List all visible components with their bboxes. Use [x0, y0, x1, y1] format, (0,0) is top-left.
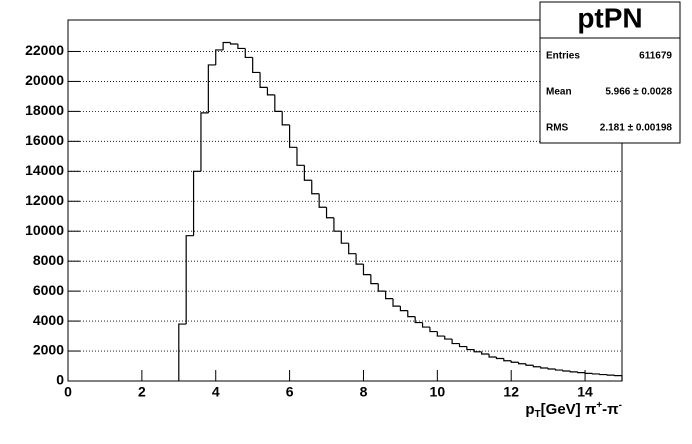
histogram-bin: [259, 72, 268, 89]
histogram-bin: [554, 369, 563, 371]
stats-box: [539, 1, 681, 144]
y-tick-label: 20000: [25, 72, 64, 88]
stats-value: 611679: [639, 51, 672, 62]
stats-label: RMS: [546, 123, 569, 134]
histogram-bin: [311, 180, 320, 195]
histogram-bin: [281, 111, 290, 126]
x-axis-label: pT[GeV] π+-π-: [525, 400, 622, 420]
histogram-bin: [399, 306, 408, 312]
histogram-bin: [340, 231, 349, 244]
x-tick-label: 10: [430, 384, 446, 400]
histogram-bin: [303, 165, 312, 181]
stats-value: 5.966 ± 0.0028: [605, 87, 672, 98]
histogram-bin: [532, 365, 541, 368]
histogram-bin: [436, 331, 445, 337]
histogram-bin: [348, 243, 357, 255]
histogram-bin: [377, 283, 386, 292]
y-tick-label: 22000: [25, 42, 64, 58]
histogram-bin: [289, 124, 297, 148]
x-label-part: +: [596, 400, 602, 411]
y-tick-label: 18000: [25, 102, 64, 118]
histogram-bin: [333, 217, 342, 232]
stats-label: Mean: [546, 87, 572, 98]
y-tick-label: 14000: [25, 162, 64, 178]
x-label-part: -π: [602, 401, 619, 418]
stats-label: Entries: [546, 51, 580, 62]
histogram-bin: [421, 322, 430, 328]
histogram-bin: [229, 42, 238, 45]
x-label-part: p: [525, 401, 534, 418]
histogram-bin: [577, 371, 586, 374]
histogram-bin: [547, 367, 556, 370]
histogram-bin: [407, 310, 416, 318]
x-tick-label: 6: [286, 384, 294, 400]
histogram-bin: [355, 253, 364, 265]
histogram-bin: [569, 370, 578, 373]
y-tick-label: 16000: [25, 132, 64, 148]
histogram-bin: [266, 87, 275, 96]
histogram-bin: [562, 370, 571, 372]
histogram-bin: [540, 366, 549, 369]
histogram-bin: [414, 316, 423, 324]
histogram-bin: [591, 373, 600, 375]
histogram-bin: [444, 336, 453, 340]
x-label-part: T: [535, 409, 541, 420]
histogram-bin: [296, 147, 305, 166]
histogram-bin: [473, 349, 482, 353]
histogram-bin: [458, 343, 467, 348]
histogram-bin: [325, 207, 334, 219]
histogram-bin: [466, 346, 475, 351]
histogram-bin: [318, 193, 327, 208]
x-label-part: -: [619, 400, 622, 411]
histogram-bin: [222, 41, 231, 50]
histogram-bin: [200, 112, 209, 172]
histogram-bin: [510, 360, 519, 363]
y-tick-label: 0: [56, 372, 64, 388]
histogram-bin: [584, 372, 593, 374]
x-tick-label: 4: [212, 384, 220, 400]
histogram-bin: [178, 323, 187, 381]
x-tick-label: 0: [64, 384, 72, 400]
histogram-bin: [362, 264, 371, 276]
histogram-bin: [237, 43, 246, 50]
histogram-bin: [606, 374, 615, 376]
histogram-bin: [215, 49, 224, 65]
stats-value: 2.181 ± 0.00198: [600, 123, 673, 134]
histogram-bin: [599, 373, 608, 376]
histogram-bin: [451, 339, 460, 345]
histogram-bin: [244, 48, 253, 59]
histogram-bin: [252, 57, 261, 74]
histogram-bin: [385, 291, 394, 300]
histogram-bin: [207, 64, 216, 113]
x-tick-label: 2: [138, 384, 146, 400]
histogram-bin: [503, 358, 512, 362]
histogram-bin: [488, 354, 497, 358]
histogram-bin: [525, 363, 534, 366]
histogram-bin: [481, 351, 490, 355]
histogram-bin: [370, 274, 379, 285]
plot-frame: [67, 19, 623, 382]
histogram-bin: [429, 327, 438, 333]
x-tick-label: 12: [503, 384, 519, 400]
histogram-bin: [185, 235, 194, 325]
histogram-bin: [392, 298, 401, 307]
y-tick-label: 6000: [33, 282, 64, 298]
x-tick-label: 14: [577, 384, 593, 400]
x-tick-label: 8: [360, 384, 368, 400]
x-label-part: [GeV] π: [541, 401, 597, 418]
y-tick-label: 10000: [25, 222, 64, 238]
histogram-bin: [517, 362, 526, 365]
y-tick-label: 4000: [33, 312, 64, 328]
histogram-bin: [274, 94, 283, 112]
y-tick-label: 2000: [33, 342, 64, 358]
y-tick-label: 8000: [33, 252, 64, 268]
histogram-bin: [495, 357, 504, 360]
histogram-bin: [192, 170, 201, 236]
y-tick-label: 12000: [25, 192, 64, 208]
stats-title: ptPN: [577, 2, 642, 33]
